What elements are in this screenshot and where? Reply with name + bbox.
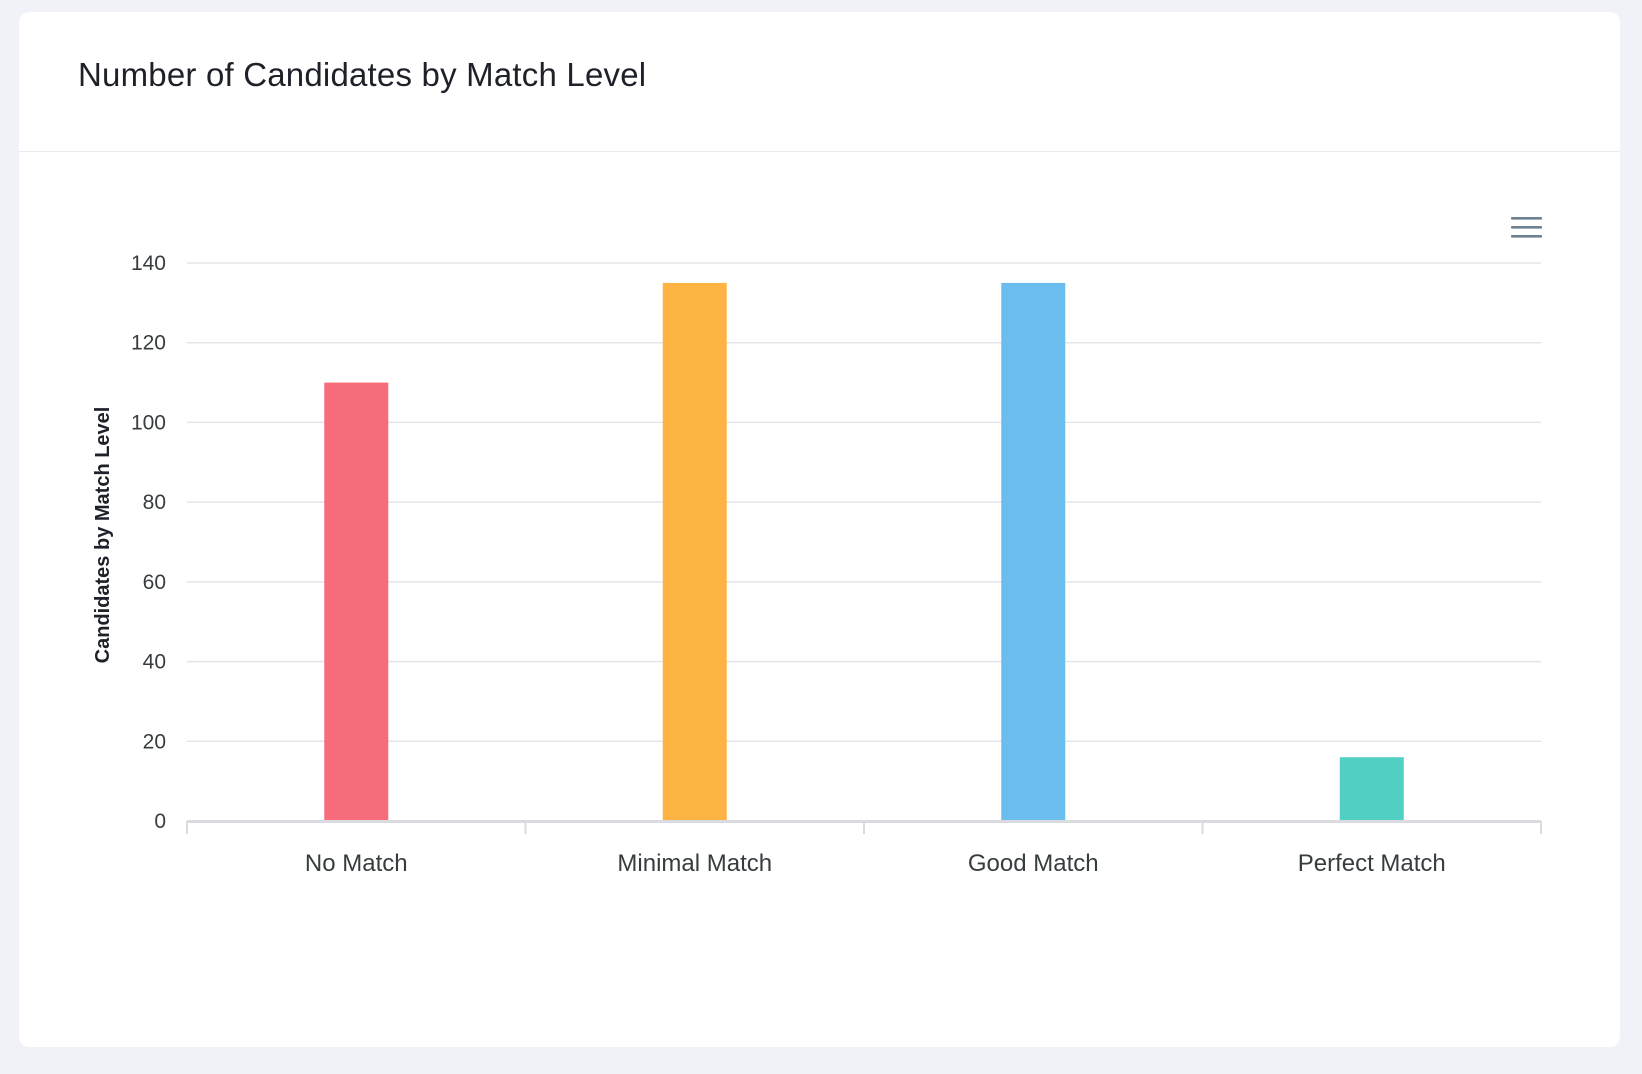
card-title: Number of Candidates by Match Level	[78, 56, 647, 93]
y-tick-label: 100	[131, 411, 166, 434]
x-tick-label: Perfect Match	[1298, 850, 1446, 877]
chart-card: Number of Candidates by Match Level	[19, 12, 1620, 1047]
y-tick-label: 80	[143, 491, 166, 514]
bars	[324, 282, 1404, 821]
hamburger-menu-icon	[1511, 217, 1542, 238]
y-axis-title: Candidates by Match Level	[92, 407, 114, 664]
card-header: Number of Candidates by Match Level	[19, 12, 1620, 152]
y-axis-ticks: 0 20 40 60 80 100 120 140	[131, 252, 166, 833]
y-tick-label: 140	[131, 252, 166, 275]
x-axis	[186, 820, 1542, 834]
y-tick-label: 0	[154, 810, 166, 833]
y-tick-label: 20	[143, 730, 166, 753]
y-tick-label: 60	[143, 571, 166, 594]
x-tick-label: No Match	[305, 850, 408, 877]
grid-lines	[187, 262, 1541, 743]
bar[interactable]	[662, 282, 727, 821]
bar[interactable]	[1339, 757, 1404, 821]
x-tick-label: Good Match	[968, 850, 1099, 877]
x-tick-label: Minimal Match	[617, 850, 772, 877]
x-axis-ticks: No Match Minimal Match Good Match Perfect M…	[305, 850, 1446, 877]
y-tick-label: 40	[143, 651, 166, 674]
bar[interactable]	[324, 382, 389, 821]
y-tick-label: 120	[131, 332, 166, 355]
chart-menu-button[interactable]	[1507, 211, 1547, 245]
bar[interactable]	[1001, 282, 1066, 821]
